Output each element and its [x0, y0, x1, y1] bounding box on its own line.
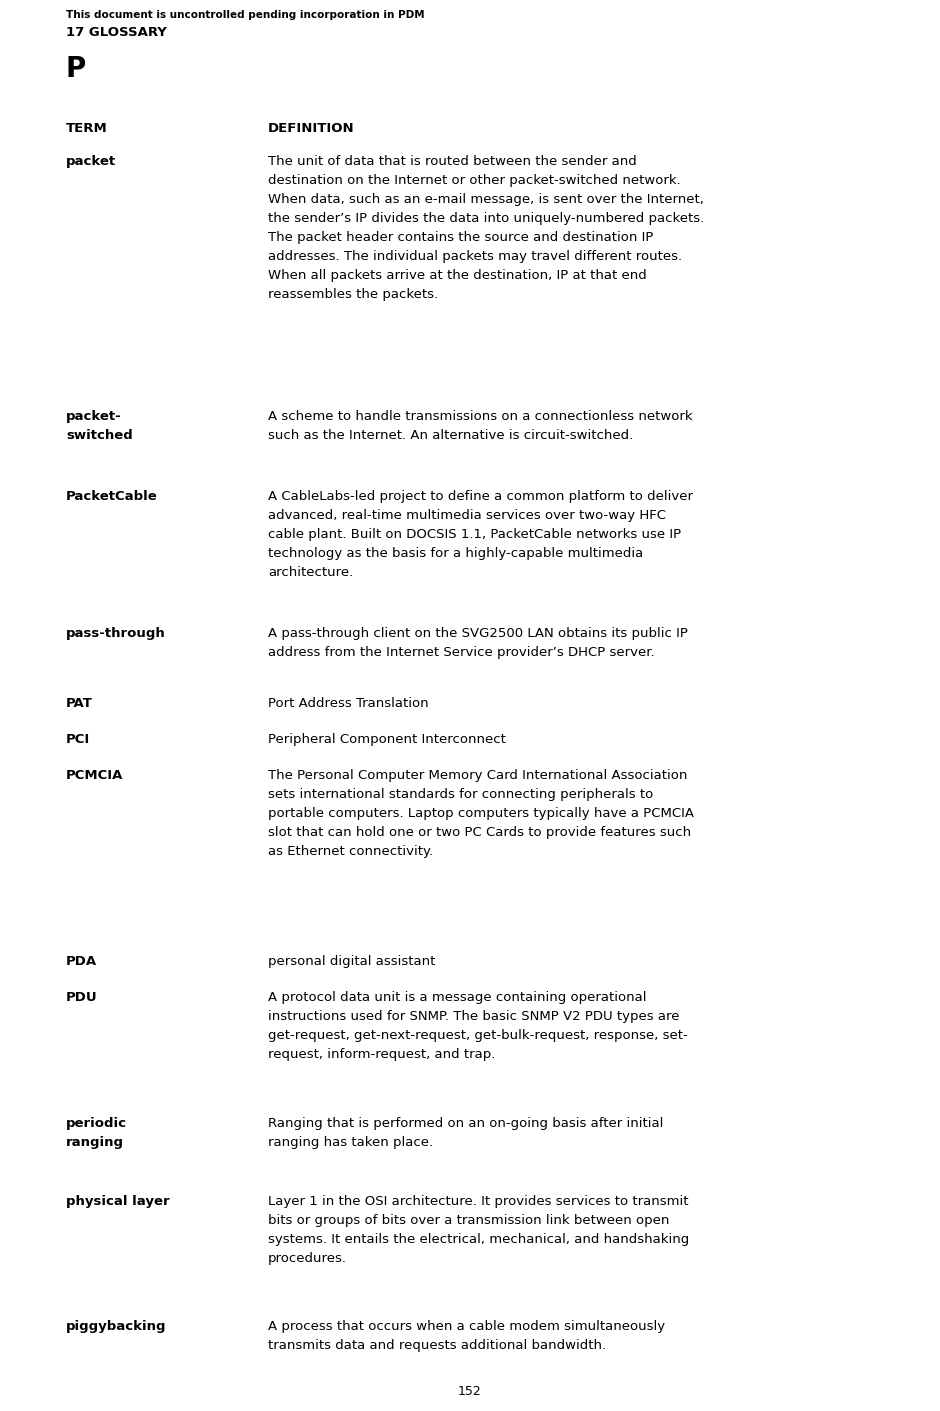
Text: A scheme to handle transmissions on a connectionless network
such as the Interne: A scheme to handle transmissions on a co… — [268, 411, 693, 442]
Text: TERM: TERM — [66, 121, 108, 135]
Text: piggybacking: piggybacking — [66, 1321, 166, 1333]
Text: DEFINITION: DEFINITION — [268, 121, 354, 135]
Text: The Personal Computer Memory Card International Association
sets international s: The Personal Computer Memory Card Intern… — [268, 769, 694, 858]
Text: PCI: PCI — [66, 732, 90, 746]
Text: This document is uncontrolled pending incorporation in PDM: This document is uncontrolled pending in… — [66, 10, 425, 20]
Text: pass-through: pass-through — [66, 626, 165, 641]
Text: PCMCIA: PCMCIA — [66, 769, 123, 782]
Text: PacketCable: PacketCable — [66, 490, 158, 502]
Text: Layer 1 in the OSI architecture. It provides services to transmit
bits or groups: Layer 1 in the OSI architecture. It prov… — [268, 1195, 689, 1266]
Text: A protocol data unit is a message containing operational
instructions used for S: A protocol data unit is a message contai… — [268, 991, 688, 1061]
Text: 17 GLOSSARY: 17 GLOSSARY — [66, 25, 167, 40]
Text: periodic
ranging: periodic ranging — [66, 1118, 127, 1149]
Text: PAT: PAT — [66, 697, 93, 710]
Text: packet: packet — [66, 155, 117, 168]
Text: The unit of data that is routed between the sender and
destination on the Intern: The unit of data that is routed between … — [268, 155, 704, 301]
Text: A process that occurs when a cable modem simultaneously
transmits data and reque: A process that occurs when a cable modem… — [268, 1321, 666, 1352]
Text: PDU: PDU — [66, 991, 98, 1005]
Text: PDA: PDA — [66, 955, 97, 968]
Text: A pass-through client on the SVG2500 LAN obtains its public IP
address from the : A pass-through client on the SVG2500 LAN… — [268, 626, 688, 659]
Text: 152: 152 — [458, 1386, 482, 1398]
Text: personal digital assistant: personal digital assistant — [268, 955, 435, 968]
Text: physical layer: physical layer — [66, 1195, 169, 1208]
Text: P: P — [66, 55, 86, 83]
Text: Port Address Translation: Port Address Translation — [268, 697, 429, 710]
Text: A CableLabs-led project to define a common platform to deliver
advanced, real-ti: A CableLabs-led project to define a comm… — [268, 490, 693, 579]
Text: Ranging that is performed on an on-going basis after initial
ranging has taken p: Ranging that is performed on an on-going… — [268, 1118, 664, 1149]
Text: packet-
switched: packet- switched — [66, 411, 133, 442]
Text: Peripheral Component Interconnect: Peripheral Component Interconnect — [268, 732, 506, 746]
